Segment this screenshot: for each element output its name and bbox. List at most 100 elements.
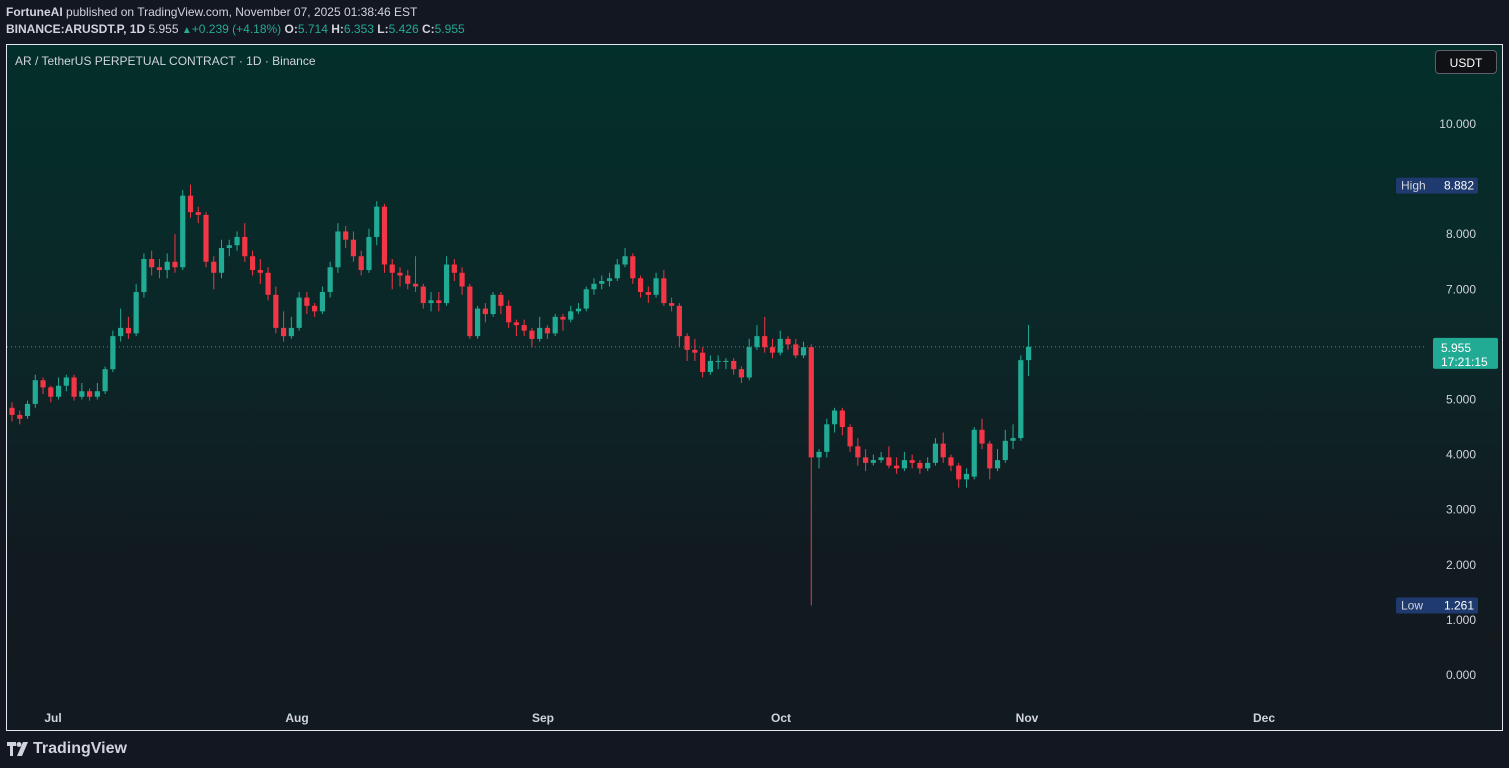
x-tick-label: Aug bbox=[285, 711, 308, 725]
high-marker-value: 8.882 bbox=[1444, 179, 1474, 193]
price-change: +0.239 (+4.18%) bbox=[191, 22, 282, 36]
candle-down bbox=[203, 214, 209, 262]
candle-up bbox=[816, 451, 822, 458]
candle-down bbox=[156, 267, 163, 271]
y-tick-label: 7.000 bbox=[1446, 282, 1476, 296]
candle-up bbox=[327, 267, 333, 293]
candle-up bbox=[925, 462, 931, 469]
candle-down bbox=[265, 272, 271, 295]
candle-down bbox=[847, 427, 853, 447]
candle-down bbox=[343, 231, 349, 240]
low-value: 5.426 bbox=[388, 22, 419, 36]
candle-down bbox=[17, 414, 23, 419]
x-tick-label: Dec bbox=[1253, 711, 1275, 725]
candle-down bbox=[793, 344, 799, 356]
candle-up bbox=[723, 360, 729, 362]
currency-button[interactable]: USDT bbox=[1435, 50, 1497, 74]
candle-down bbox=[506, 305, 512, 323]
candle-down bbox=[692, 349, 698, 353]
candle-up bbox=[831, 410, 838, 425]
candle-down bbox=[304, 297, 310, 306]
candle-up bbox=[133, 292, 139, 334]
candle-up bbox=[932, 443, 939, 463]
candle-down bbox=[863, 457, 869, 463]
candle-down bbox=[684, 336, 690, 350]
open-value: 5.714 bbox=[297, 22, 328, 36]
candle-up bbox=[335, 231, 341, 268]
x-tick-label: Oct bbox=[771, 711, 791, 725]
candle-down bbox=[350, 239, 357, 257]
candle-down bbox=[513, 322, 519, 326]
candle-up bbox=[606, 278, 613, 282]
open-label: O: bbox=[284, 22, 298, 36]
candle-down bbox=[700, 352, 706, 372]
close-value: 5.955 bbox=[434, 22, 465, 36]
candle-up bbox=[234, 236, 240, 246]
candle-countdown: 17:21:15 bbox=[1441, 355, 1488, 369]
candle-down bbox=[661, 278, 667, 304]
candle-down bbox=[405, 275, 411, 284]
high-marker-label: High bbox=[1401, 179, 1426, 193]
candle-up bbox=[296, 297, 302, 328]
candle-up bbox=[428, 300, 434, 304]
candle-down bbox=[909, 460, 915, 463]
low-marker-badge bbox=[1396, 597, 1478, 614]
candle-up bbox=[32, 380, 38, 404]
candlestick-chart[interactable]: 0.000 1.000 2.000 3.000 4.000 5.000 7.000 8.000… bbox=[7, 45, 1503, 731]
candle-down bbox=[467, 286, 473, 337]
candle-up bbox=[141, 258, 147, 293]
candle-up bbox=[288, 327, 294, 337]
candle-up bbox=[537, 327, 543, 339]
candle-up bbox=[63, 377, 69, 386]
candle-up bbox=[777, 338, 783, 353]
high-marker-badge bbox=[1396, 177, 1478, 194]
candle-down bbox=[381, 206, 388, 265]
y-tick-label: 4.000 bbox=[1446, 448, 1476, 462]
candle-up bbox=[102, 369, 108, 392]
candle-up bbox=[614, 264, 620, 279]
candle-down bbox=[676, 305, 682, 337]
candle-down bbox=[71, 377, 77, 397]
candle-up bbox=[994, 460, 1001, 469]
candle-down bbox=[839, 410, 845, 428]
candle-down bbox=[498, 294, 504, 306]
candle-up bbox=[79, 391, 85, 397]
chart-frame[interactable]: 0.000 1.000 2.000 3.000 4.000 5.000 7.000 8.000… bbox=[6, 44, 1503, 731]
high-value: 6.353 bbox=[343, 22, 374, 36]
candle-up bbox=[164, 261, 170, 271]
tradingview-logo[interactable]: TradingView bbox=[7, 740, 127, 758]
y-tick-label: 8.000 bbox=[1446, 227, 1476, 241]
symbol-line: BINANCE:ARUSDT.P, 1D 5.955 ▲+0.239 (+4.1… bbox=[6, 22, 465, 36]
candle-down bbox=[257, 270, 263, 273]
candle-up bbox=[591, 283, 597, 290]
candle-up bbox=[622, 256, 628, 265]
candle-down bbox=[149, 258, 155, 268]
candle-down bbox=[544, 327, 551, 334]
y-tick-label: 0.000 bbox=[1446, 668, 1476, 682]
candle-down bbox=[420, 286, 426, 304]
publish-date: published on TradingView.com, November 0… bbox=[66, 5, 418, 19]
candle-down bbox=[412, 283, 419, 287]
publish-info: FortuneAI published on TradingView.com, … bbox=[6, 5, 417, 19]
candle-down bbox=[48, 387, 54, 397]
candle-down bbox=[249, 256, 256, 271]
candle-down bbox=[40, 380, 46, 388]
y-tick-label: 1.000 bbox=[1446, 613, 1476, 627]
candle-up bbox=[963, 473, 970, 480]
candle-up bbox=[1018, 360, 1024, 439]
candle-down bbox=[669, 303, 675, 306]
author-name[interactable]: FortuneAI bbox=[6, 5, 63, 19]
y-tick-label: 10.000 bbox=[1439, 117, 1476, 131]
candle-down bbox=[187, 195, 194, 213]
candle-down bbox=[987, 443, 993, 469]
candle-down bbox=[389, 264, 395, 273]
close-label: C: bbox=[421, 22, 435, 36]
candle-down bbox=[630, 256, 636, 279]
candle-down bbox=[281, 327, 287, 337]
candle-up bbox=[319, 292, 325, 312]
candle-down bbox=[358, 256, 364, 271]
candle-down bbox=[769, 347, 776, 353]
candle-up bbox=[475, 308, 481, 337]
candle-up bbox=[599, 281, 605, 284]
chart-title: AR / TetherUS PERPETUAL CONTRACT · 1D · … bbox=[15, 54, 316, 68]
